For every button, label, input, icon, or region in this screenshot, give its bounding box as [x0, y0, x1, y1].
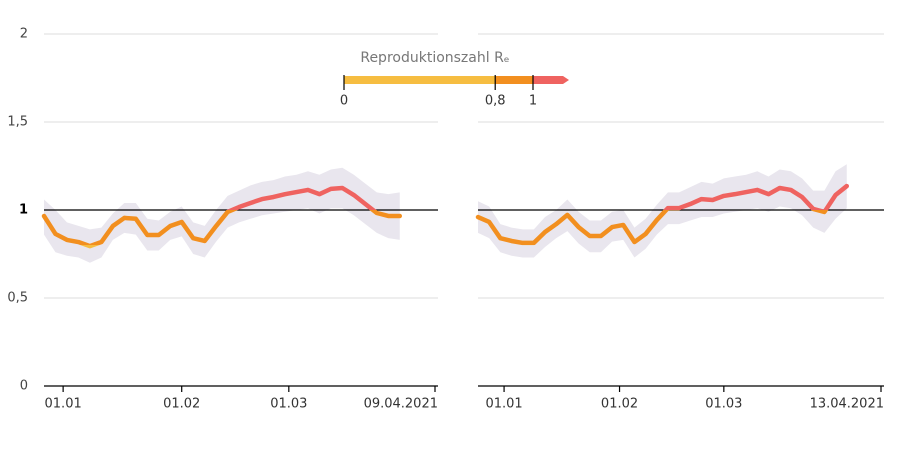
y-tick-label: 0: [20, 379, 28, 394]
x-tick-label: 01.03: [270, 397, 307, 412]
legend-segment: [344, 76, 496, 84]
legend-segment: [495, 76, 533, 84]
y-tick-label: 0,5: [7, 291, 28, 306]
legend-label: 0,8: [485, 94, 506, 109]
y-tick-label: 1,5: [7, 115, 28, 130]
x-tick-label: 01.01: [45, 397, 82, 412]
x-tick-label: 01.03: [705, 397, 742, 412]
legend-segment: [533, 76, 563, 84]
y-tick-label: 2: [20, 27, 28, 42]
legend-title: Reproduktionszahl Rₑ: [360, 50, 509, 66]
x-tick-label: 01.02: [163, 397, 200, 412]
x-tick-label: 01.01: [485, 397, 522, 412]
x-tick-label: 13.04.2021: [810, 397, 884, 412]
legend-label: 1: [529, 94, 537, 109]
legend-label: 0: [340, 94, 348, 109]
confidence-band: [44, 167, 400, 263]
line: [41, 185, 402, 249]
y-tick-label: 1: [19, 203, 28, 218]
x-tick-label: 09.04.2021: [364, 397, 438, 412]
line: [475, 183, 850, 246]
legend-arrow: [563, 76, 569, 84]
x-tick-label: 01.02: [601, 397, 638, 412]
